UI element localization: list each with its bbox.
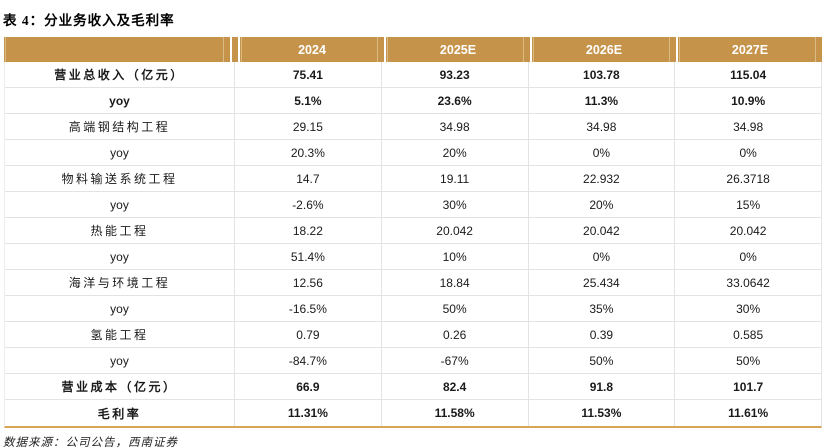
table-row: yoy 51.4% 10% 0% 0% [5,244,821,270]
cell: 0% [527,244,675,269]
table-row: yoy -84.7% -67% 50% 50% [5,348,821,374]
cell: 101.7 [674,374,821,399]
cell: 115.04 [674,62,821,87]
row-label: 物料输送系统工程 [61,172,178,186]
cell: 34.98 [527,114,675,139]
table-row: 营业总收入（亿元） 75.41 93.23 103.78 115.04 [5,62,821,88]
row-label: yoy [110,145,129,160]
cell: 0.26 [380,322,528,347]
table-row: 热能工程 18.22 20.042 20.042 20.042 [5,218,821,244]
cell: 91.8 [527,374,675,399]
table-header-row: 2024 2025E 2026E 2027E [4,37,822,62]
row-label: yoy [110,249,129,264]
table-row: 物料输送系统工程 14.7 19.11 22.932 26.3718 [5,166,821,192]
cell: 29.15 [234,114,381,139]
cell: 18.22 [234,218,381,243]
cell: 10.9% [674,88,821,113]
table-row: yoy 5.1% 23.6% 11.3% 10.9% [5,88,821,114]
cell: 50% [527,348,675,373]
cell: 20.042 [380,218,528,243]
table-row: 氢能工程 0.79 0.26 0.39 0.585 [5,322,821,348]
row-label: yoy [110,197,129,212]
cell: 11.31% [234,400,381,426]
cell: 14.7 [234,166,381,191]
table-title: 表 4：分业务收入及毛利率 [3,13,175,28]
cell: 11.3% [527,88,675,113]
cell: 0.39 [527,322,675,347]
row-label: 高端钢结构工程 [68,120,171,134]
cell: 20.042 [674,218,821,243]
cell: 23.6% [380,88,528,113]
cell: 33.0642 [674,270,821,295]
cell: -67% [380,348,528,373]
cell: 35% [527,296,675,321]
cell: -2.6% [234,192,381,217]
cell: 20.3% [234,140,381,165]
table-row: yoy -16.5% 50% 35% 30% [5,296,821,322]
header-spacer [232,37,238,62]
cell: 22.932 [527,166,675,191]
cell: 93.23 [380,62,528,87]
table-row: 营业成本（亿元） 66.9 82.4 91.8 101.7 [5,374,821,400]
header-cell-2027e: 2027E [678,37,822,62]
row-label: yoy [110,301,129,316]
row-label: yoy [110,353,129,368]
header-cell-2024: 2024 [240,37,384,62]
header-cell-2025e: 2025E [386,37,530,62]
cell: 103.78 [527,62,675,87]
row-label: yoy [109,93,130,108]
cell: 34.98 [674,114,821,139]
cell: 51.4% [234,244,381,269]
cell: 15% [674,192,821,217]
row-label: 营业总收入（亿元） [54,68,185,82]
table-row: 海洋与环境工程 12.56 18.84 25.434 33.0642 [5,270,821,296]
cell: 30% [380,192,528,217]
cell: 50% [380,296,528,321]
table-row: 高端钢结构工程 29.15 34.98 34.98 34.98 [5,114,821,140]
source-note: 数据来源：公司公告，西南证券 [3,437,178,448]
table-row: yoy 20.3% 20% 0% 0% [5,140,821,166]
cell: 11.58% [380,400,528,426]
row-label: 氢能工程 [90,328,149,342]
row-label: 热能工程 [90,224,149,238]
header-cell-2026e: 2026E [532,37,676,62]
cell: 66.9 [234,374,381,399]
cell: 50% [674,348,821,373]
cell: 18.84 [380,270,528,295]
cell: 11.53% [527,400,675,426]
cell: 82.4 [380,374,528,399]
cell: 11.61% [674,400,821,426]
row-label: 毛利率 [97,406,142,421]
table-body: 营业总收入（亿元） 75.41 93.23 103.78 115.04 yoy … [4,62,822,428]
cell: 10% [380,244,528,269]
table-row: yoy -2.6% 30% 20% 15% [5,192,821,218]
cell: 26.3718 [674,166,821,191]
cell: -16.5% [234,296,381,321]
row-label: 海洋与环境工程 [68,276,171,290]
cell: 5.1% [234,88,381,113]
cell: 20% [380,140,528,165]
cell: 34.98 [380,114,528,139]
header-cell-empty [4,37,230,62]
cell: 0% [674,140,821,165]
cell: 0.585 [674,322,821,347]
cell: 19.11 [380,166,528,191]
cell: -84.7% [234,348,381,373]
cell: 0% [674,244,821,269]
cell: 0.79 [234,322,381,347]
cell: 25.434 [527,270,675,295]
cell: 20% [527,192,675,217]
cell: 12.56 [234,270,381,295]
cell: 20.042 [527,218,675,243]
row-label: 营业成本（亿元） [61,380,178,394]
cell: 75.41 [234,62,381,87]
table-row: 毛利率 11.31% 11.58% 11.53% 11.61% [5,400,821,426]
cell: 0% [527,140,675,165]
cell: 30% [674,296,821,321]
segment-revenue-table: 2024 2025E 2026E 2027E 营业总收入（亿元） 75.41 9… [4,37,822,428]
